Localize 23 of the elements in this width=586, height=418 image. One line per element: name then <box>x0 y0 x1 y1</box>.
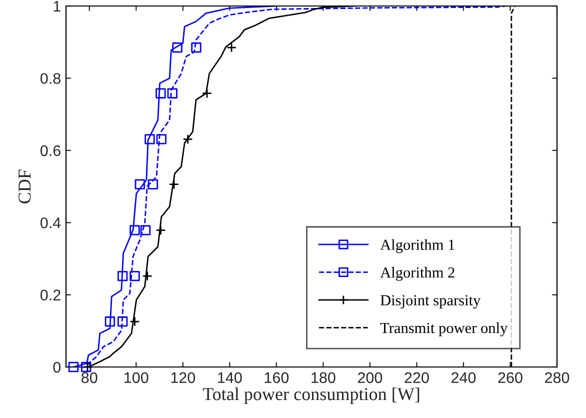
y-tick-label: 0.6 <box>40 145 60 156</box>
x-tick-label: 200 <box>358 372 382 384</box>
x-tick-label: 100 <box>124 372 148 384</box>
y-axis-title: CDF <box>18 170 31 204</box>
x-tick-label: 180 <box>312 372 336 384</box>
x-tick-label: 260 <box>498 372 522 384</box>
y-tick-label: 1 <box>54 1 60 12</box>
x-tick-label: 160 <box>264 372 289 384</box>
x-tick-label: 120 <box>171 372 196 384</box>
x-tick-label: 220 <box>404 372 429 384</box>
x-axis-title: Total power consumption [W] <box>202 387 420 404</box>
x-tick-label: 280 <box>545 372 570 384</box>
y-tick-label: 0.2 <box>40 290 60 300</box>
y-tick-label: 0.4 <box>40 217 61 228</box>
legend-label: Algorithm 1 <box>380 239 454 254</box>
x-tick-label: 240 <box>452 372 476 384</box>
legend-label: Algorithm 2 <box>380 266 454 281</box>
legend-label: Disjoint sparsity <box>380 295 481 309</box>
y-tick-label: 0.8 <box>40 73 60 84</box>
y-tick-label: 0 <box>53 362 61 373</box>
x-tick-label: 80 <box>82 372 98 384</box>
x-tick-label: 140 <box>218 372 242 384</box>
legend-label: Transmit power only <box>380 322 508 336</box>
